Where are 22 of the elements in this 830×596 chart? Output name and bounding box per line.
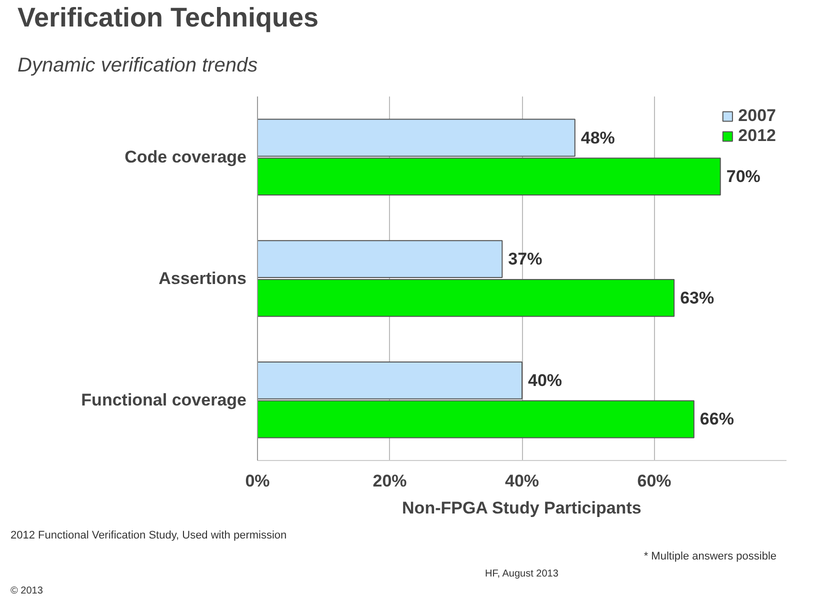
legend-label: 2012: [738, 126, 776, 146]
chart-title: Verification Techniques: [18, 2, 319, 32]
x-axis-title: Non-FPGA Study Participants: [402, 498, 642, 518]
x-tick-label: 60%: [637, 472, 672, 490]
y-tick-label: Assertions: [158, 269, 247, 288]
x-tick-label: 40%: [504, 472, 540, 490]
data-label: 37%: [508, 250, 542, 269]
text: © 2013: [10, 586, 44, 596]
x-tick-label: 20%: [372, 472, 407, 490]
legend-label: 2007: [738, 106, 776, 126]
text: 2012 Functional Verification Study, Used with permission: [10, 530, 287, 542]
data-label: 48%: [580, 128, 615, 148]
y-tick-label: Functional coverage: [81, 390, 247, 410]
y-tick-label: Code coverage: [124, 148, 247, 167]
data-label: 40%: [528, 370, 562, 390]
data-label: 63%: [680, 288, 714, 308]
text: * Multiple answers possible: [644, 550, 776, 562]
text: HF, August 2013: [485, 568, 559, 580]
chart-subtitle: Dynamic verification trends: [18, 54, 258, 76]
x-tick-label: 0%: [245, 472, 270, 490]
data-label: 66%: [700, 410, 734, 429]
data-label: 70%: [726, 167, 760, 186]
